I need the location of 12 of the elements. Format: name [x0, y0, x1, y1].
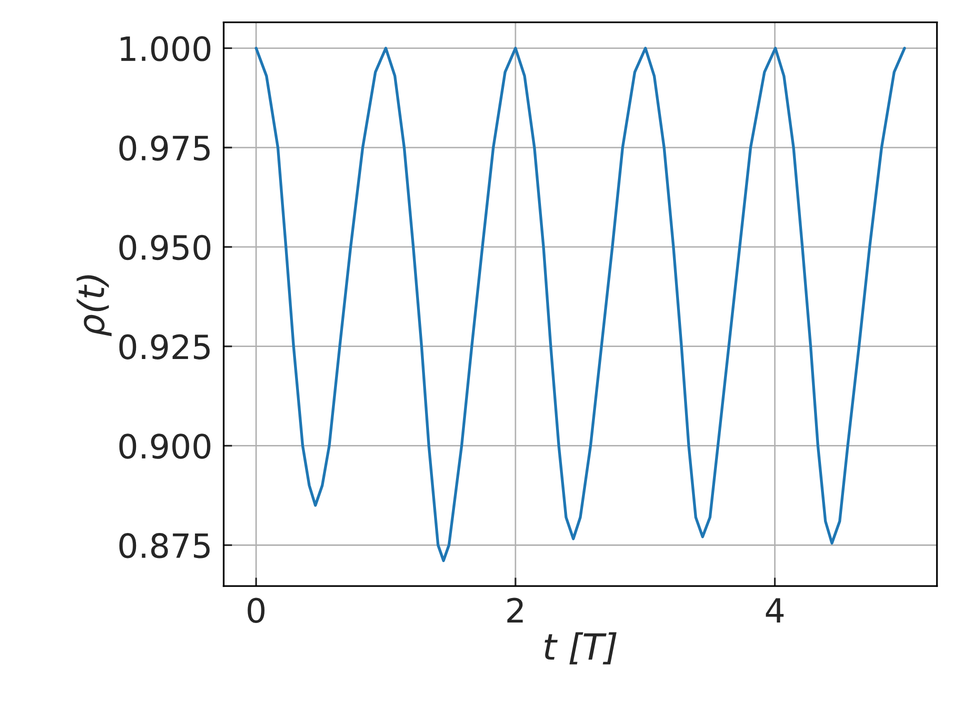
- x-tick-label: 4: [766, 598, 784, 623]
- x-axis-title: t [T]: [544, 632, 617, 664]
- x-tick-label: 0: [248, 598, 264, 623]
- line-series: [254, 46, 906, 562]
- y-axis-title: ρ(t): [76, 275, 112, 336]
- y-tick-label: 0.950: [119, 234, 210, 260]
- y-tick-label: 1.000: [120, 36, 210, 62]
- y-tick-label: 0.900: [119, 434, 210, 459]
- y-tick-label: 0.975: [119, 135, 210, 161]
- y-tick-label: 0.875: [119, 533, 210, 558]
- y-tick-label: 0.925: [119, 334, 210, 360]
- x-tick-label: 2: [507, 598, 523, 623]
